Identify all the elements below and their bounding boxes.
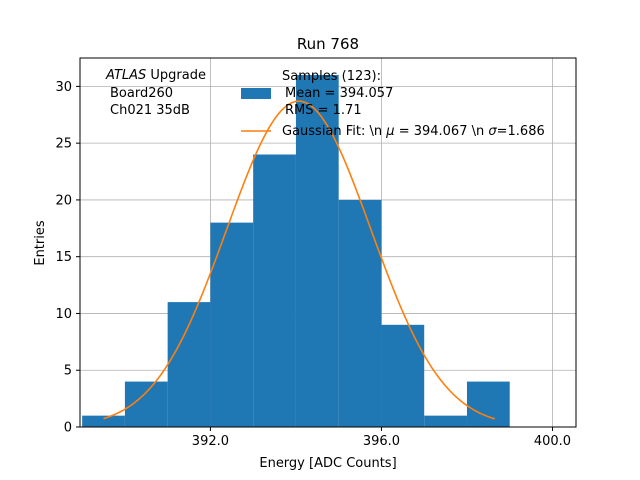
legend-fit-mu: μ xyxy=(385,124,394,139)
x-tick-label: 392.0 xyxy=(192,434,229,449)
y-tick-label: 20 xyxy=(55,193,72,208)
atlas-label: ATLAS xyxy=(105,68,146,83)
histogram-bar xyxy=(381,324,425,427)
board-annotation: Board260 xyxy=(110,86,173,101)
plot-frame xyxy=(79,57,577,428)
histogram-bar xyxy=(424,415,467,427)
gaussian-fit-layer xyxy=(103,100,496,420)
legend-fit-label: Gaussian Fit: \n μ = 394.067 \n σ=1.686 xyxy=(282,124,545,139)
legend-fit-sigma: σ xyxy=(488,124,497,139)
legend: Samples (123): Mean = 394.057 RMS = 1.71… xyxy=(241,69,545,139)
legend-fit-mid: = 394.067 \n xyxy=(395,124,489,139)
histogram-bar xyxy=(210,222,254,427)
x-tick-label: 396.0 xyxy=(363,434,400,449)
histogram-bar xyxy=(82,415,125,427)
ticks-layer: 392.0 396.0 400.0 0 5 10 15 20 25 30 xyxy=(55,80,571,449)
y-tick-label: 30 xyxy=(55,80,72,95)
chart-title: Run 768 xyxy=(297,35,359,53)
y-tick-label: 0 xyxy=(64,421,72,436)
y-tick-label: 10 xyxy=(55,307,72,322)
y-tick-label: 15 xyxy=(55,250,72,265)
x-tick-label: 400.0 xyxy=(534,434,571,449)
legend-hist-line3: RMS = 1.71 xyxy=(285,103,362,118)
histogram-bar xyxy=(466,381,510,427)
atlas-annotation: ATLAS Upgrade xyxy=(105,68,206,83)
legend-hist-line1: Samples (123): xyxy=(282,69,381,84)
x-axis-label: Energy [ADC Counts] xyxy=(259,456,396,471)
y-axis-label: Entries xyxy=(33,220,48,266)
gaussian-fit-line xyxy=(103,100,496,420)
channel-annotation: Ch021 35dB xyxy=(110,103,190,118)
histogram-bar xyxy=(167,302,211,427)
y-tick-label: 5 xyxy=(64,364,72,379)
histogram-bar xyxy=(253,154,296,427)
y-tick-label: 25 xyxy=(55,137,72,152)
legend-fit-prefix: Gaussian Fit: \n xyxy=(282,124,386,139)
legend-hist-line2: Mean = 394.057 xyxy=(285,86,393,101)
legend-fit-suffix: =1.686 xyxy=(497,124,545,139)
upgrade-label: Upgrade xyxy=(146,68,206,83)
histogram-bar xyxy=(338,199,382,427)
legend-hist-swatch xyxy=(241,88,271,99)
